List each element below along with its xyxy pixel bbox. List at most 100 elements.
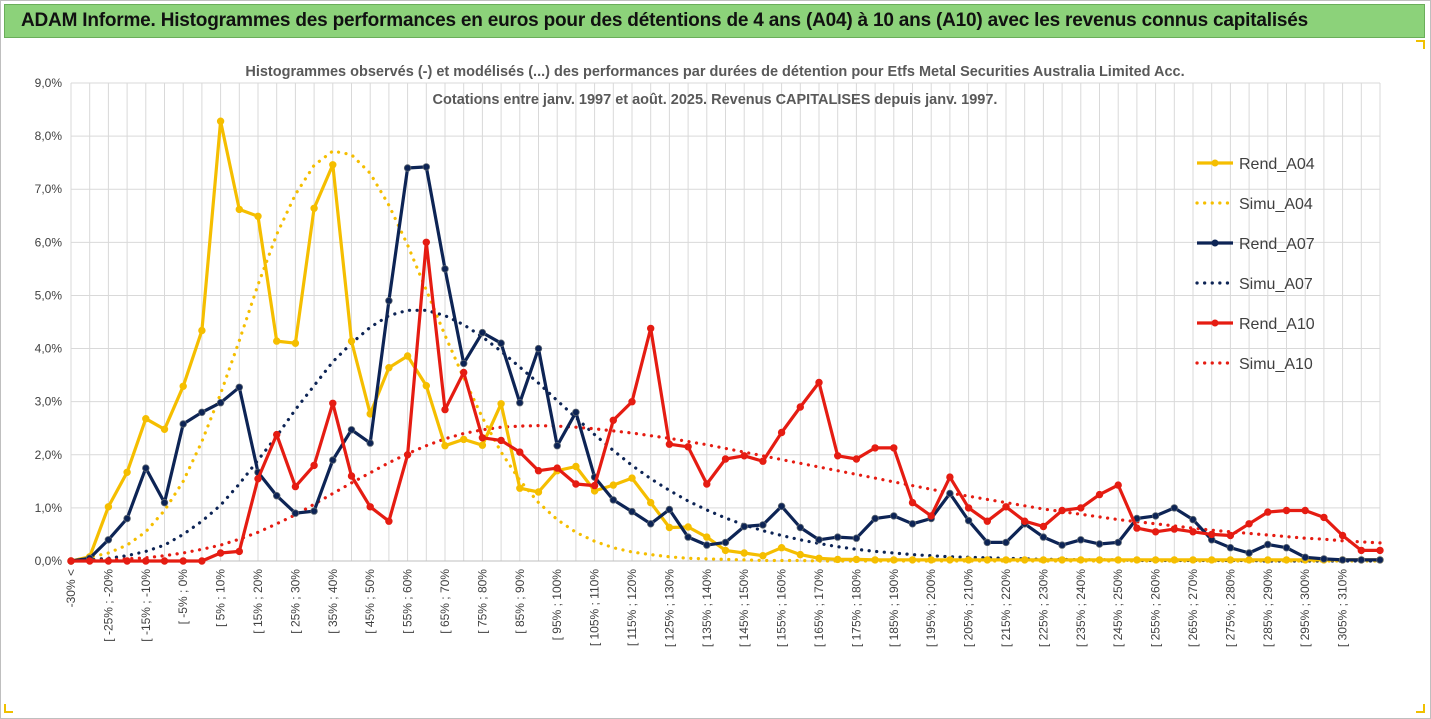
data-point-rend_a10 — [1039, 522, 1048, 531]
data-point-rend_a10 — [1282, 506, 1291, 515]
data-point-rend_a04 — [834, 555, 842, 564]
data-point-rend_a04 — [1170, 556, 1178, 564]
x-tick-label: [ -15% ; -10% — [139, 569, 153, 642]
data-point-rend_a07 — [198, 408, 206, 416]
data-point-rend_a07 — [1151, 512, 1160, 520]
series-line-simu_a07 — [69, 308, 1382, 563]
data-point-rend_a04 — [460, 435, 468, 444]
data-point-rend_a07 — [609, 496, 617, 504]
data-point-rend_a04 — [1039, 556, 1048, 564]
data-point-rend_a04 — [1245, 556, 1253, 564]
x-tick-label: [ 295% ; 300% — [1298, 569, 1312, 647]
data-point-rend_a04 — [871, 556, 879, 564]
x-tick-label: [ 305% ; 310% — [1336, 569, 1350, 647]
data-point-rend_a10 — [216, 549, 225, 557]
data-point-rend_a10 — [441, 405, 449, 414]
data-point-rend_a07 — [310, 507, 318, 515]
y-tick-label: 0,0% — [35, 554, 63, 568]
legend-label: Simu_A04 — [1239, 196, 1313, 213]
data-point-rend_a10 — [628, 398, 636, 406]
data-point-rend_a04 — [104, 503, 113, 511]
data-point-rend_a04 — [235, 205, 243, 214]
x-tick-label: [ 275% ; 280% — [1223, 569, 1237, 647]
data-point-rend_a04 — [1095, 556, 1104, 564]
data-point-rend_a07 — [385, 297, 393, 305]
chart-title-line-2: Cotations entre janv. 1997 et août. 2025… — [433, 92, 998, 108]
data-point-rend_a04 — [927, 556, 935, 564]
x-tick-label: [ 125% ; 130% — [662, 569, 676, 647]
data-point-rend_a07 — [1338, 556, 1347, 564]
data-point-rend_a07 — [908, 520, 917, 528]
data-point-rend_a10 — [366, 503, 374, 511]
data-point-rend_a10 — [1320, 513, 1328, 522]
data-point-rend_a07 — [628, 507, 636, 516]
data-point-rend_a10 — [1002, 503, 1010, 511]
x-tick-label: [ 255% ; 260% — [1149, 569, 1163, 647]
legend-label: Rend_A04 — [1239, 156, 1315, 173]
data-point-rend_a04 — [740, 549, 748, 557]
data-point-rend_a04 — [160, 425, 169, 433]
data-point-rend_a07 — [1114, 538, 1122, 547]
data-point-rend_a04 — [1020, 556, 1029, 564]
data-point-rend_a07 — [478, 328, 487, 337]
data-point-rend_a10 — [254, 475, 262, 483]
data-point-rend_a10 — [871, 444, 879, 452]
data-point-rend_a10 — [347, 472, 356, 480]
data-point-rend_a07 — [123, 514, 131, 523]
data-point-rend_a10 — [964, 504, 973, 512]
data-point-rend_a10 — [908, 498, 917, 507]
data-point-rend_a04 — [1077, 556, 1085, 564]
data-point-rend_a07 — [1095, 540, 1104, 548]
data-point-rend_a10 — [703, 480, 711, 488]
data-point-rend_a07 — [160, 498, 169, 507]
x-tick-label: [ 265% ; 270% — [1186, 569, 1200, 647]
x-tick-label: [ 225% ; 230% — [1036, 569, 1050, 647]
data-point-rend_a10 — [609, 416, 617, 424]
data-point-rend_a07 — [1170, 504, 1178, 512]
y-tick-label: 2,0% — [35, 448, 63, 462]
data-point-rend_a07 — [329, 456, 337, 464]
y-tick-label: 5,0% — [35, 288, 63, 302]
x-tick-label: [ 215% ; 220% — [999, 569, 1013, 647]
data-point-rend_a04 — [216, 117, 225, 125]
data-point-rend_a07 — [890, 512, 898, 520]
data-point-rend_a04 — [1058, 556, 1066, 564]
data-point-rend_a10 — [1058, 506, 1066, 515]
data-point-rend_a07 — [796, 523, 804, 532]
data-point-rend_a10 — [983, 517, 991, 525]
data-point-rend_a04 — [703, 533, 711, 541]
data-point-rend_a10 — [647, 324, 655, 333]
data-point-rend_a04 — [1133, 556, 1141, 564]
x-tick-label: [ 155% ; 160% — [775, 569, 789, 647]
x-tick-label: [ 95% ; 100% — [550, 569, 564, 641]
data-point-rend_a07 — [777, 502, 786, 510]
data-point-rend_a04 — [1151, 556, 1160, 564]
data-point-rend_a10 — [160, 557, 169, 565]
data-point-rend_a10 — [1020, 517, 1029, 525]
data-point-rend_a04 — [291, 339, 300, 347]
x-tick-label: [ 175% ; 180% — [849, 569, 863, 647]
series-lines — [67, 117, 1384, 565]
data-point-rend_a07 — [403, 164, 412, 172]
y-tick-label: 6,0% — [35, 235, 63, 249]
data-point-rend_a07 — [1058, 541, 1066, 549]
data-point-rend_a07 — [759, 521, 767, 529]
x-axis: -30% < [ -25% ; -20% [ -15% ; -10% [ -5% ; … — [64, 560, 1380, 647]
data-point-rend_a07 — [721, 538, 730, 547]
legend-label: Rend_A10 — [1239, 316, 1315, 333]
y-tick-label: 4,0% — [35, 342, 63, 356]
data-point-rend_a04 — [964, 556, 973, 564]
data-point-rend_a10 — [796, 403, 804, 411]
x-tick-label: [ 75% ; 80% — [475, 569, 489, 634]
data-point-rend_a10 — [834, 452, 842, 460]
data-point-rend_a04 — [534, 488, 543, 496]
data-point-rend_a04 — [123, 468, 131, 476]
data-point-rend_a07 — [422, 163, 430, 171]
data-point-rend_a04 — [908, 556, 917, 564]
data-point-rend_a07 — [1357, 556, 1365, 564]
data-point-rend_a10 — [329, 399, 337, 407]
data-point-rend_a04 — [497, 400, 505, 408]
x-tick-label: [ 285% ; 290% — [1261, 569, 1275, 647]
data-point-rend_a10 — [422, 238, 430, 246]
